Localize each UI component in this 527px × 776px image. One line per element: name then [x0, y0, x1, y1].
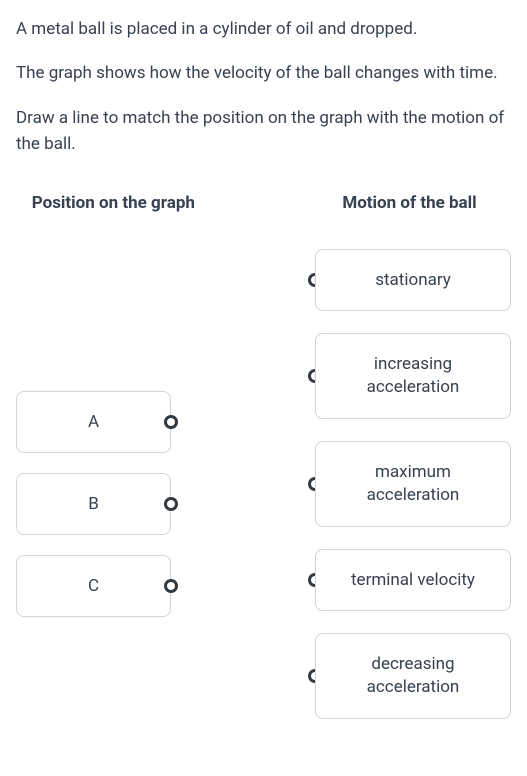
left-column-header: Position on the graph [16, 179, 211, 229]
left-item-b[interactable]: B [16, 473, 211, 535]
right-box-stationary: stationary [315, 249, 511, 311]
right-items: stationary increasing acceleration maxim… [308, 249, 511, 719]
left-column: Position on the graph A B C [16, 179, 211, 719]
right-box-maximum-accel: maximum acceleration [315, 441, 511, 527]
intro-paragraph-3: Draw a line to match the position on the… [16, 105, 511, 158]
intro-paragraph-2: The graph shows how the velocity of the … [16, 60, 511, 86]
right-box-decreasing-accel: decreasing acceleration [315, 633, 511, 719]
right-item-decreasing-accel[interactable]: decreasing acceleration [308, 633, 511, 719]
matching-area: Position on the graph A B C Motion of th… [16, 179, 511, 719]
left-box-a: A [16, 391, 171, 453]
right-box-terminal-velocity: terminal velocity [315, 549, 511, 611]
right-item-terminal-velocity[interactable]: terminal velocity [308, 549, 511, 611]
right-column-header: Motion of the ball [308, 179, 511, 229]
connector-dot-left-c[interactable] [164, 579, 178, 593]
connector-dot-left-b[interactable] [164, 497, 178, 511]
left-box-c: C [16, 555, 171, 617]
right-item-stationary[interactable]: stationary [308, 249, 511, 311]
intro-paragraph-1: A metal ball is placed in a cylinder of … [16, 16, 511, 42]
right-item-increasing-accel[interactable]: increasing acceleration [308, 333, 511, 419]
spacer [211, 179, 308, 719]
left-items: A B C [16, 249, 211, 719]
left-box-b: B [16, 473, 171, 535]
right-column: Motion of the ball stationary increasing… [308, 179, 511, 719]
connector-dot-left-a[interactable] [164, 415, 178, 429]
right-item-maximum-accel[interactable]: maximum acceleration [308, 441, 511, 527]
left-item-c[interactable]: C [16, 555, 211, 617]
left-item-a[interactable]: A [16, 391, 211, 453]
right-box-increasing-accel: increasing acceleration [315, 333, 511, 419]
